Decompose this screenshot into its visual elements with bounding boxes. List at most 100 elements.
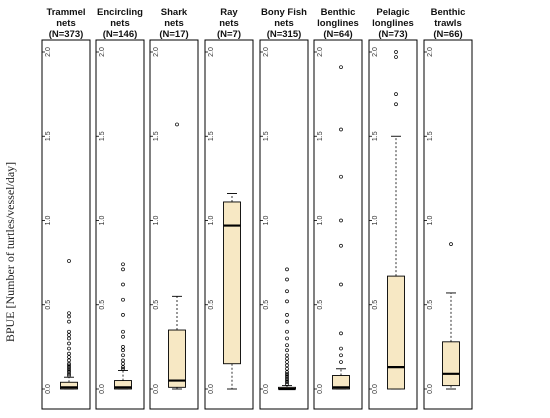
outlier-point — [285, 366, 289, 371]
panel-title-line: Shark — [161, 7, 188, 18]
outlier-point — [339, 243, 343, 248]
outlier-point — [285, 373, 289, 378]
y-tick-label: 1.0 — [372, 216, 379, 226]
y-tick-label: 0.5 — [45, 300, 52, 310]
panel-frame — [95, 39, 145, 410]
outlier-point — [67, 329, 71, 334]
outlier-point — [285, 371, 289, 376]
outlier-point — [285, 319, 289, 324]
panel-title-line: Benthic — [321, 7, 356, 18]
panel-title-line: trawls — [434, 18, 461, 29]
outlier-point — [339, 331, 343, 336]
y-tick-label: 1.5 — [153, 131, 160, 141]
outlier-point — [285, 267, 289, 272]
iqr-box — [332, 375, 350, 390]
y-tick-label: 2.0 — [153, 47, 160, 57]
iqr-box — [387, 275, 405, 390]
outlier-point — [121, 262, 125, 267]
y-tick-label: 0.5 — [372, 300, 379, 310]
outlier-point — [285, 277, 289, 282]
panel-title-line: (N=17) — [159, 29, 188, 40]
y-tick-label: 1.0 — [45, 216, 52, 226]
panel-title-line: Benthic — [431, 7, 466, 18]
outlier-point — [121, 345, 125, 349]
iqr-box — [114, 380, 132, 390]
y-tick-label: 0.0 — [372, 384, 379, 394]
outlier-point — [67, 365, 71, 369]
y-tick-label: 0.0 — [317, 384, 324, 394]
panel-title-line: nets — [274, 18, 294, 29]
outlier-point — [67, 370, 71, 374]
panel-frame — [204, 39, 254, 410]
iqr-box — [223, 201, 241, 365]
y-tick-label: 2.0 — [427, 47, 434, 57]
panel-frame — [259, 39, 309, 410]
outlier-point — [394, 50, 398, 54]
outlier-point — [67, 373, 71, 378]
y-tick-label: 1.0 — [153, 216, 160, 226]
panel-title-line: longlines — [372, 18, 414, 29]
outlier-point — [67, 355, 71, 359]
y-tick-label: 0.0 — [45, 384, 52, 394]
y-axis-label: BPUE [Number of turtles/vessel/day] — [3, 162, 17, 342]
outlier-point — [285, 299, 289, 304]
panel-title-line: (N=7) — [217, 29, 241, 40]
outlier-point — [339, 65, 343, 70]
outlier-point — [67, 333, 71, 337]
outlier-point — [285, 378, 289, 383]
outlier-point — [121, 282, 125, 287]
outlier-point — [67, 368, 71, 373]
y-tick-label: 0.0 — [427, 384, 434, 394]
y-tick-label: 0.5 — [427, 300, 434, 310]
outlier-point — [67, 358, 71, 363]
panel-frame — [41, 39, 91, 410]
panel-title-line: Pelagic — [376, 7, 409, 18]
iqr-box — [442, 341, 460, 387]
panel-frame — [149, 39, 199, 410]
outlier-point — [394, 55, 398, 59]
panel-title-line: Ray — [220, 7, 238, 18]
outlier-point — [67, 336, 71, 341]
outlier-point — [285, 313, 289, 317]
outlier-point — [121, 329, 125, 334]
y-tick-label: 0.0 — [153, 384, 160, 394]
y-tick-label: 2.0 — [317, 47, 324, 57]
outlier-point — [175, 122, 179, 127]
outlier-point — [121, 297, 125, 302]
outlier-point — [121, 334, 125, 339]
outlier-point — [339, 353, 343, 358]
outlier-point — [339, 218, 343, 223]
outlier-point — [67, 363, 71, 368]
y-tick-label: 1.5 — [99, 131, 106, 141]
panel-title-line: Trammel — [46, 7, 85, 18]
panel-title-line: (N=373) — [49, 29, 84, 40]
y-tick-label: 2.0 — [372, 47, 379, 57]
panels-group: Trammelnets(N=373)0.00.51.01.52.0Encircl… — [41, 7, 473, 410]
outlier-point — [285, 289, 289, 294]
outlier-point — [67, 314, 71, 319]
y-tick-label: 0.5 — [208, 300, 215, 310]
outlier-point — [285, 370, 289, 374]
outlier-point — [67, 311, 71, 316]
y-tick-label: 0.0 — [99, 384, 106, 394]
y-tick-label: 1.5 — [45, 131, 52, 141]
y-tick-label: 1.5 — [372, 131, 379, 141]
panel-title-line: (N=73) — [378, 29, 407, 40]
panel-title-line: nets — [56, 18, 76, 29]
outlier-point — [449, 242, 453, 246]
outlier-point — [285, 343, 289, 348]
outlier-point — [285, 329, 289, 334]
outlier-point — [121, 267, 125, 272]
outlier-point — [339, 127, 343, 132]
outlier-point — [121, 353, 125, 358]
y-tick-label: 2.0 — [45, 47, 52, 57]
outlier-point — [121, 313, 125, 317]
panel-title-line: nets — [164, 18, 184, 29]
outlier-point — [285, 377, 289, 381]
outlier-point — [285, 363, 289, 368]
